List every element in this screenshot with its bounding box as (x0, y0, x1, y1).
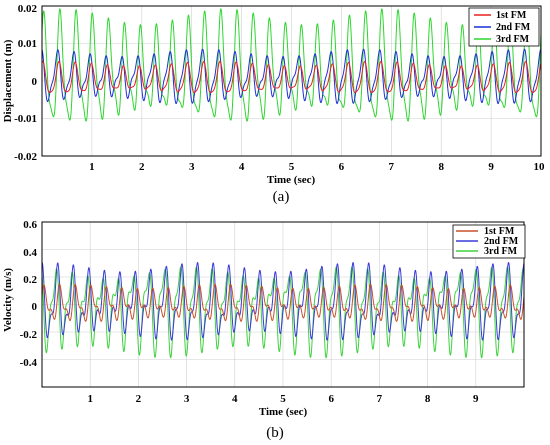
panel-label-a: (a) (273, 189, 290, 205)
y-axis-label: Displacement (m) (2, 39, 14, 122)
y-tick-label: 0.02 (18, 3, 38, 15)
series-line (41, 283, 525, 322)
axes-frame (41, 5, 542, 157)
legend: 1st FM 2nd FM 3rd FM (468, 7, 540, 47)
x-tick-label: 1 (87, 393, 93, 405)
series-line (41, 48, 542, 105)
x-tick-label: 3 (189, 161, 195, 173)
y-tick-labels: -0.02 -0.01 0 0.01 0.02 (14, 3, 37, 163)
x-tick-label: 9 (488, 161, 494, 173)
x-tick-label: 8 (425, 393, 431, 405)
x-tick-label: 6 (328, 393, 334, 405)
x-axis-label: Time (sec) (259, 406, 308, 418)
series-lines (41, 8, 542, 122)
y-tick-label: -0.01 (14, 113, 37, 125)
series-line (41, 8, 542, 122)
x-tick-label: 2 (136, 393, 142, 405)
legend-label: 2nd FM (496, 22, 531, 33)
series-line (41, 60, 542, 94)
y-axis-label: Velocity (m/s) (2, 268, 14, 332)
y-tick-label: 0 (32, 76, 38, 88)
legend-label: 3rd FM (496, 34, 530, 45)
legend-label: 1st FM (484, 226, 515, 237)
x-tick-label: 8 (438, 161, 444, 173)
x-tick-label: 10 (534, 161, 546, 173)
x-tick-label: 9 (473, 393, 479, 405)
legend-label: 3rd FM (484, 246, 518, 257)
x-tick-label: 1 (89, 161, 95, 173)
y-tick-label: -0.4 (20, 357, 38, 369)
legend-label: 1st FM (496, 10, 527, 21)
x-tick-labels: 1 2 3 4 5 6 7 8 9 10 (89, 161, 545, 173)
x-tick-label: 3 (184, 393, 190, 405)
y-tick-label: 0.6 (23, 219, 37, 231)
y-tick-label: -0.2 (20, 329, 38, 341)
y-tick-label: 0.01 (18, 38, 37, 50)
axes-frame (41, 221, 525, 388)
series-line (41, 261, 525, 341)
x-tick-label: 4 (239, 161, 245, 173)
x-tick-label: 4 (232, 393, 238, 405)
y-tick-label: 0.4 (23, 247, 37, 259)
series-lines (41, 261, 525, 359)
y-tick-label: 0.2 (23, 274, 37, 286)
x-axis-label: Time (sec) (267, 174, 316, 186)
y-tick-label: -0.02 (14, 151, 37, 163)
x-tick-label: 7 (377, 393, 383, 405)
x-tick-labels: 1 2 3 4 5 6 7 8 9 (87, 393, 479, 405)
velocity-chart: -0.4 -0.2 0 0.2 0.4 0.6 1 2 3 4 5 6 7 8 … (2, 219, 526, 441)
x-tick-label: 5 (280, 393, 286, 405)
panel-label-b: (b) (266, 425, 284, 441)
x-tick-label: 2 (139, 161, 145, 173)
legend-label: 2nd FM (484, 236, 519, 247)
y-tick-labels: -0.4 -0.2 0 0.2 0.4 0.6 (20, 219, 38, 369)
x-tick-label: 5 (289, 161, 295, 173)
series-line (41, 266, 525, 359)
x-tick-label: 7 (389, 161, 395, 173)
displacement-chart: -0.02 -0.01 0 0.01 0.02 1 2 3 4 5 6 7 8 … (2, 3, 545, 205)
y-tick-label: 0 (32, 301, 38, 313)
legend: 1st FM 2nd FM 3rd FM (452, 224, 526, 259)
x-tick-label: 6 (339, 161, 345, 173)
